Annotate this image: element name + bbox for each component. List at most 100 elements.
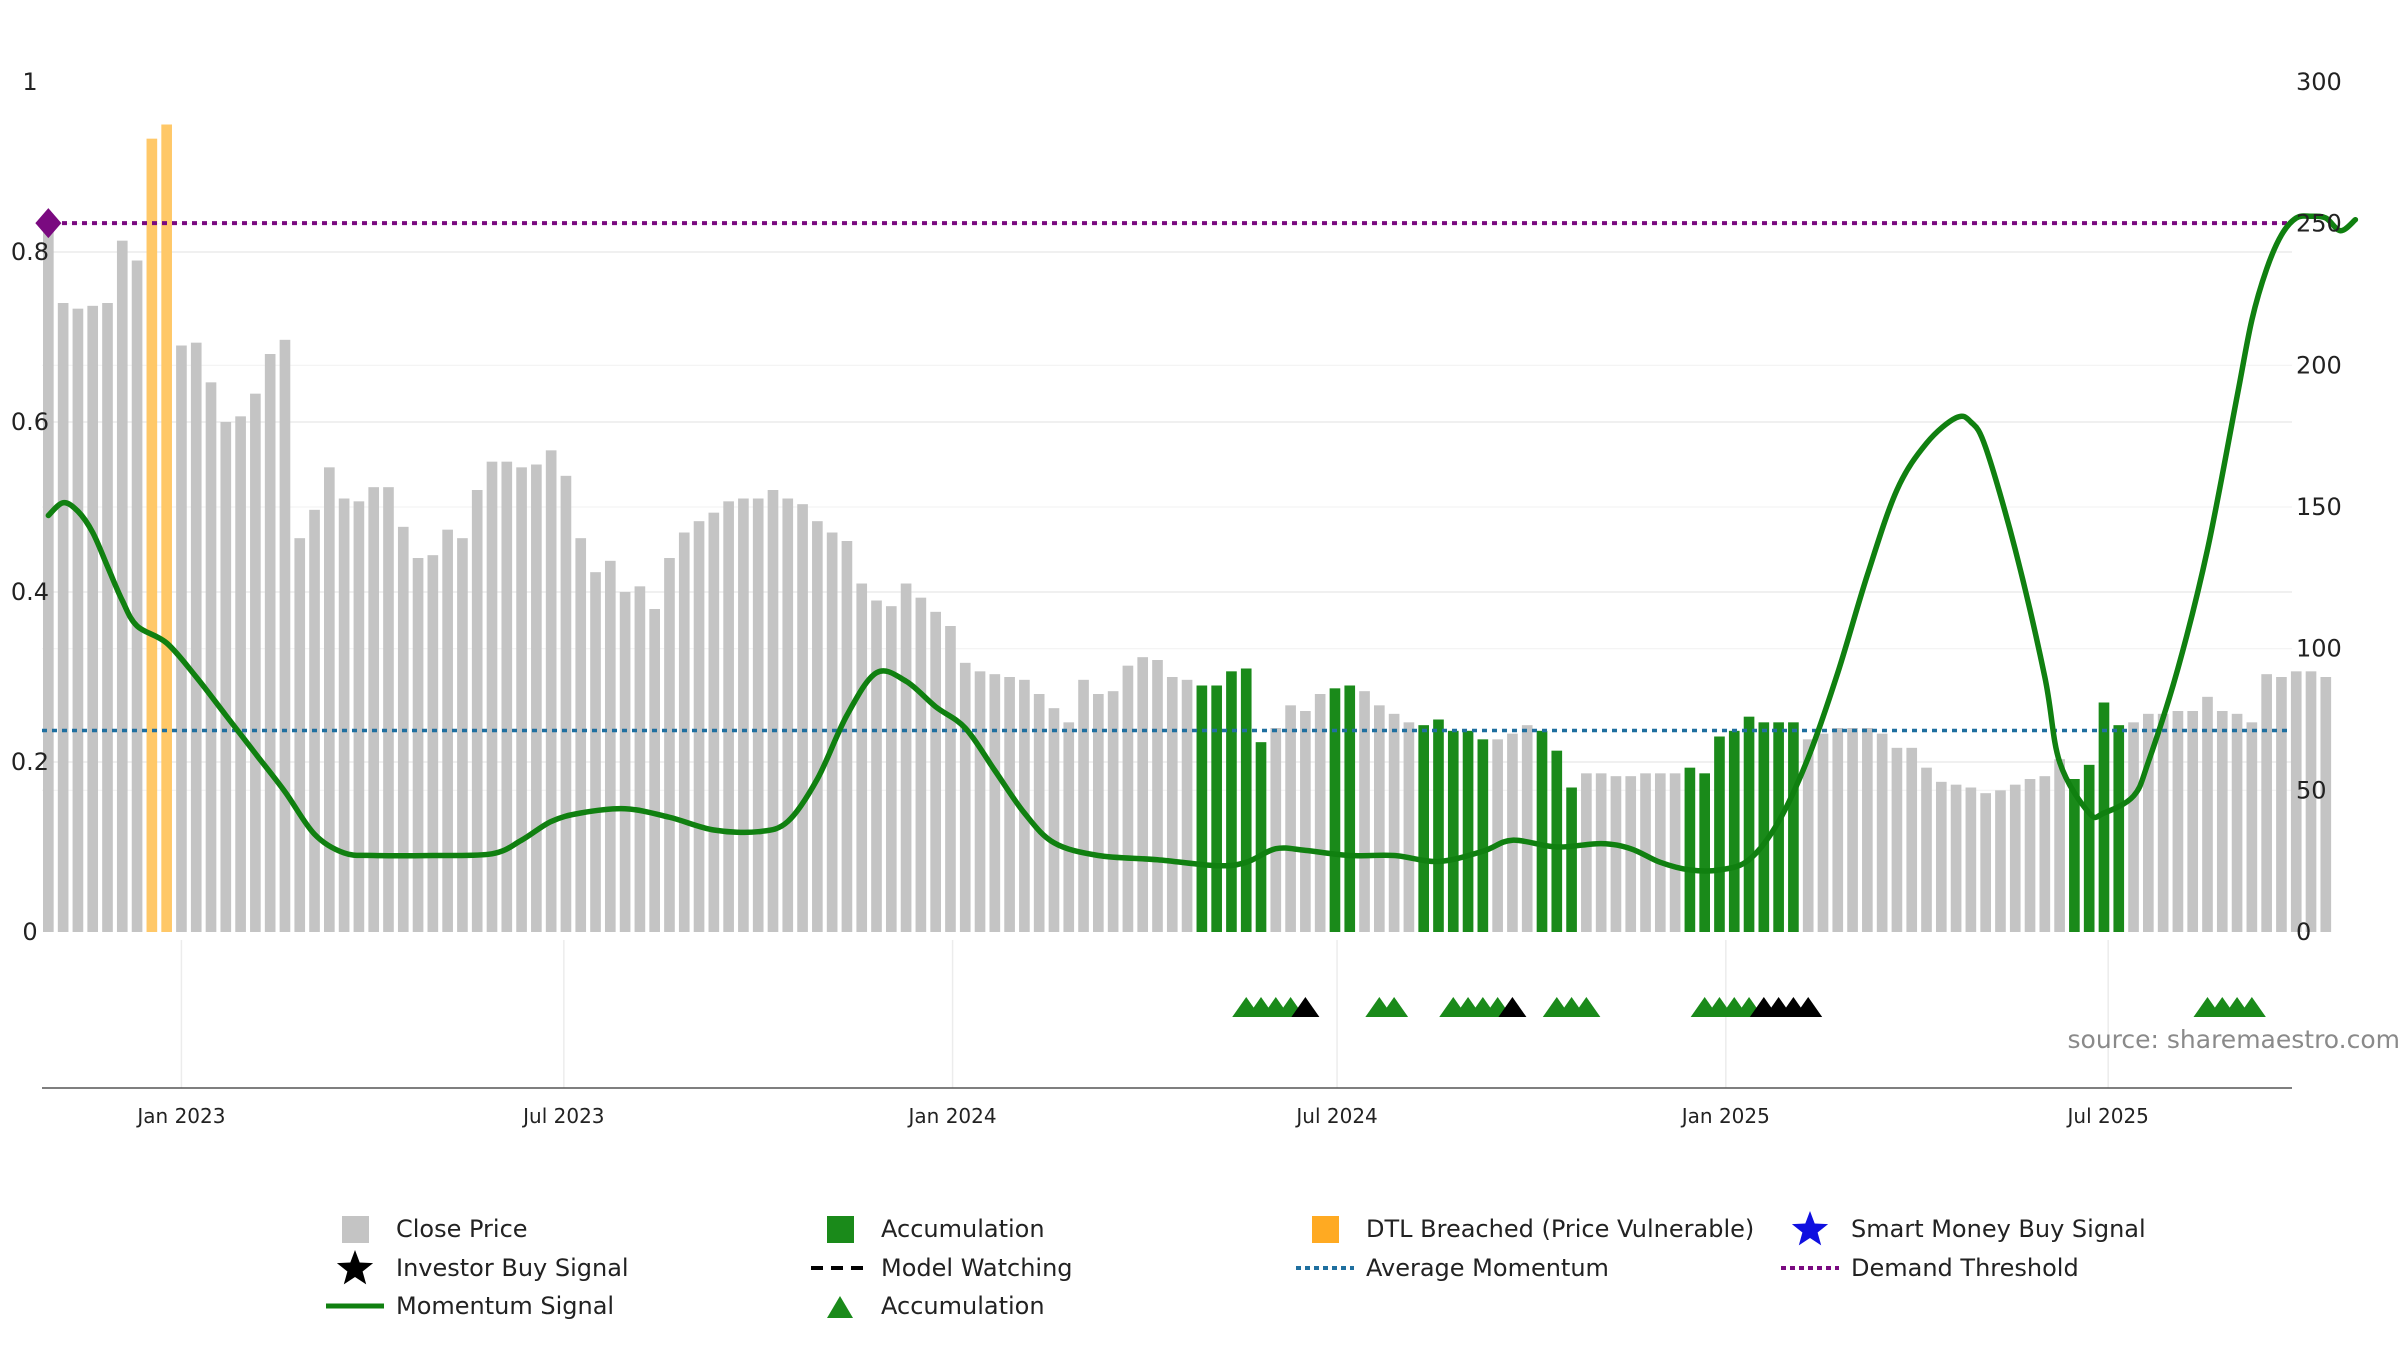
legend-item: Smart Money Buy Signal [1775,1210,2180,1249]
legend-item: Accumulation [805,1210,1290,1249]
close-price-bar [2054,759,2065,932]
close-price-bar [2187,711,2199,932]
close-price-bar [885,606,897,932]
green-square-icon [805,1210,875,1248]
close-price-bar [353,501,365,932]
close-price-bar [2290,671,2302,932]
legend-label: Accumulation [881,1292,1045,1321]
close-price-bar [1876,733,1888,932]
close-price-bar [560,475,572,932]
x-tick: Jul 2025 [2066,1104,2149,1128]
close-price-bar [2143,713,2154,932]
accumulation-bar [1255,742,1267,932]
close-price-bar [590,572,601,932]
close-price-bar [871,600,882,932]
accumulation-bar [1196,685,1208,932]
close-price-bar [841,541,853,932]
y-right-tick: 200 [2296,351,2342,379]
close-price-bar [2009,784,2021,932]
momentum-signal-line [45,213,2359,874]
accumulation-bar [1714,736,1725,932]
close-price-bar [649,609,660,932]
close-price-bar [1166,677,1178,932]
legend-item: Investor Buy Signal [320,1249,805,1288]
close-price-bar [235,416,246,932]
close-price-bar [1093,694,1104,932]
accumulation-marker [1572,997,1601,1017]
close-price-bar [471,490,483,932]
accumulation-bar [1743,716,1755,932]
dtl-breached-bar [146,138,158,932]
close-price-bar [1019,679,1030,932]
close-price-bar [2039,776,2051,932]
close-price-bar [738,498,749,932]
accumulation-marker [1380,997,1409,1017]
investor-buy-marker [1498,997,1527,1017]
accumulation-bar [1536,730,1548,932]
legend-label: Smart Money Buy Signal [1851,1215,2146,1244]
y-left-tick: 0.4 [11,578,49,606]
y-right-tick: 150 [2296,493,2342,521]
y-right-tick: 250 [2296,210,2342,238]
accumulation-bar [1477,739,1489,932]
close-price-bar [116,240,128,932]
close-price-bar [338,498,350,932]
close-price-bar [368,487,380,932]
close-price-bar [2024,779,2036,932]
close-price-bar [856,583,868,932]
close-price-bar [1270,728,1282,932]
legend-item: Model Watching [805,1249,1290,1288]
x-tick: Jul 2023 [521,1104,604,1128]
close-price-bar [1403,722,1415,932]
close-price-bars [43,124,2332,933]
close-price-bar [782,498,794,932]
close-price-bar [1669,773,1681,932]
close-price-bar [752,498,764,932]
close-price-bar [930,611,941,932]
close-price-bar [2157,713,2169,932]
close-price-bar [1817,733,1829,932]
y-right-tick: 100 [2296,635,2342,663]
close-price-bar [1654,773,1666,932]
chart: 1 0 0.2 0.4 0.6 0.8 0 50 100 150 200 250 300 Jan 2023… [11,68,2400,1128]
close-price-bar [1507,733,1518,932]
blue-star-icon [1775,1210,1845,1248]
x-tick: Jan 2023 [135,1104,225,1128]
legend-label: Momentum Signal [396,1292,615,1321]
legend-item: Demand Threshold [1775,1249,2180,1288]
close-price-bar [900,583,912,932]
close-price-bar [250,393,261,933]
close-price-bar [1033,694,1045,932]
close-price-bar [2231,713,2243,932]
close-price-bar [2172,711,2184,932]
dtl-breached-bar [161,124,172,932]
accumulation-bar [1699,773,1710,932]
accumulation-bar [1758,722,1770,932]
accumulation-bar [1462,730,1474,932]
close-price-bar [1300,711,1311,932]
close-price-bar [1285,705,1296,932]
close-price-bar [797,504,808,932]
close-price-bar [1048,708,1060,932]
purple-dotted-line-icon [1775,1249,1845,1287]
legend-label: Accumulation [881,1215,1045,1244]
x-tick: Jan 2025 [1680,1104,1770,1128]
accumulation-bar [1551,750,1563,932]
demand-threshold-marker [35,208,62,239]
close-price-bar [1359,691,1370,932]
close-price-bar [205,382,217,932]
close-price-bar [486,461,498,932]
close-price-bar [1004,677,1015,932]
close-price-bar [412,558,424,932]
signal-markers [1232,997,2266,1017]
close-price-bar [87,305,99,932]
close-price-bar [501,461,513,932]
gray-square-icon [320,1210,390,1248]
close-price-bar [619,592,631,932]
y-left-top-label: 1 [22,68,37,96]
close-price-bar [2276,677,2287,932]
y-left-tick: 0.8 [11,238,49,266]
accumulation-bar [1418,725,1430,932]
accumulation-bar [1226,671,1237,932]
close-price-bar [309,509,320,932]
